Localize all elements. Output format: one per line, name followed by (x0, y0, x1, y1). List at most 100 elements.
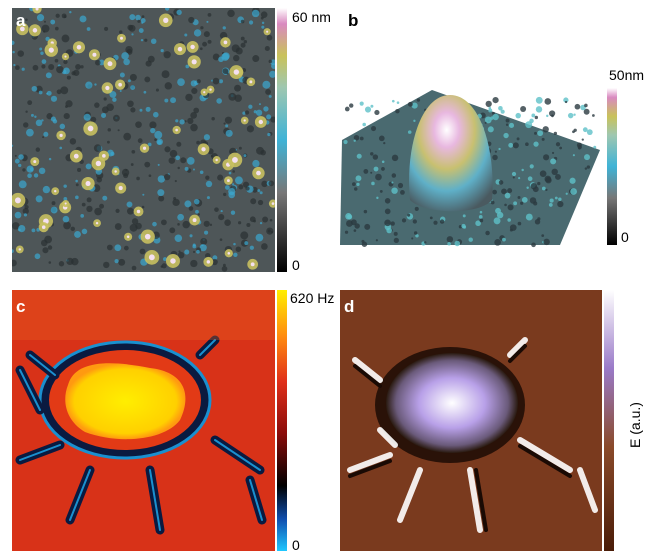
texture-dot (42, 59, 47, 64)
texture-dot (238, 221, 241, 224)
texture-dot (488, 109, 492, 113)
texture-dot (80, 65, 83, 68)
texture-dot (265, 89, 271, 95)
texture-dot (488, 126, 494, 132)
texture-dot (480, 219, 484, 223)
texture-dot (528, 176, 533, 181)
texture-dot (190, 260, 197, 267)
texture-dot (82, 229, 88, 235)
texture-dot (233, 243, 236, 246)
texture-dot (550, 199, 554, 203)
texture-dot (506, 124, 508, 126)
texture-dot (224, 123, 226, 125)
texture-dot (200, 171, 204, 175)
texture-dot (36, 195, 43, 202)
texture-dot (494, 239, 501, 246)
texture-dot (259, 103, 261, 105)
texture-dot (85, 82, 92, 89)
texture-dot (537, 130, 543, 136)
texture-dot (25, 111, 27, 113)
texture-dot (27, 173, 32, 178)
texture-dot (193, 251, 195, 253)
texture-dot (392, 173, 396, 177)
texture-dot (176, 10, 181, 15)
texture-dot (80, 214, 84, 218)
texture-dot (178, 47, 183, 52)
texture-dot (244, 241, 248, 245)
texture-dot (248, 105, 252, 109)
texture-dot (60, 86, 68, 94)
texture-dot (531, 114, 535, 118)
texture-dot (447, 242, 451, 246)
texture-dot (85, 181, 90, 186)
texture-dot (108, 61, 113, 66)
texture-dot (141, 22, 143, 24)
texture-dot (64, 15, 67, 18)
page: a 60 nm 0 b 50nm 0 c 620 Hz 0 d E (a.u.)… (0, 0, 655, 551)
colorbar (604, 290, 614, 551)
texture-dot (221, 53, 229, 61)
texture-dot (130, 107, 135, 112)
texture-dot (169, 157, 176, 164)
texture-dot (207, 196, 210, 199)
texture-dot (520, 106, 526, 112)
texture-dot (395, 109, 399, 113)
texture-dot (240, 231, 248, 239)
texture-dot (15, 212, 22, 219)
texture-dot (584, 154, 590, 160)
texture-dot (39, 168, 45, 174)
texture-dot (494, 217, 501, 224)
texture-dot (63, 60, 67, 64)
texture-dot (550, 158, 556, 164)
texture-dot (495, 151, 497, 153)
texture-dot (249, 80, 252, 83)
texture-dot (536, 97, 543, 104)
texture-dot (504, 204, 507, 207)
texture-dot (545, 98, 552, 105)
texture-dot (211, 117, 214, 120)
colorbar (607, 88, 617, 245)
texture-dot (33, 28, 38, 33)
texture-dot (364, 210, 367, 213)
texture-dot (234, 85, 241, 92)
texture-dot (249, 20, 253, 24)
texture-dot (185, 167, 189, 171)
texture-dot (386, 228, 392, 234)
texture-dot (209, 88, 211, 90)
texture-dot (118, 259, 125, 266)
texture-dot (518, 177, 520, 179)
texture-dot (398, 183, 403, 188)
texture-dot (522, 197, 528, 203)
texture-dot (190, 124, 198, 132)
texture-dot (189, 206, 194, 211)
texture-dot (373, 154, 378, 159)
texture-dot (64, 55, 66, 57)
texture-dot (119, 30, 122, 33)
texture-dot (165, 6, 169, 10)
texture-dot (213, 78, 220, 85)
texture-dot (587, 165, 590, 168)
texture-dot (440, 219, 444, 223)
texture-dot (461, 224, 465, 228)
texture-dot (469, 237, 473, 241)
texture-dot (96, 222, 98, 224)
texture-dot (56, 66, 63, 73)
texture-dot (486, 101, 492, 107)
texture-dot (379, 136, 385, 142)
texture-dot (110, 152, 114, 156)
texture-dot (164, 146, 170, 152)
texture-dot (375, 174, 382, 181)
texture-dot (584, 104, 588, 108)
texture-dot (173, 197, 176, 200)
texture-dot (266, 114, 271, 119)
texture-dot (513, 201, 517, 205)
texture-dot (120, 90, 122, 92)
texture-dot (247, 125, 254, 132)
texture-dot (13, 64, 15, 66)
texture-dot (55, 59, 59, 63)
texture-dot (229, 172, 232, 175)
texture-dot (361, 240, 364, 243)
texture-dot (26, 129, 34, 137)
texture-dot (370, 172, 372, 174)
texture-dot (268, 229, 271, 232)
